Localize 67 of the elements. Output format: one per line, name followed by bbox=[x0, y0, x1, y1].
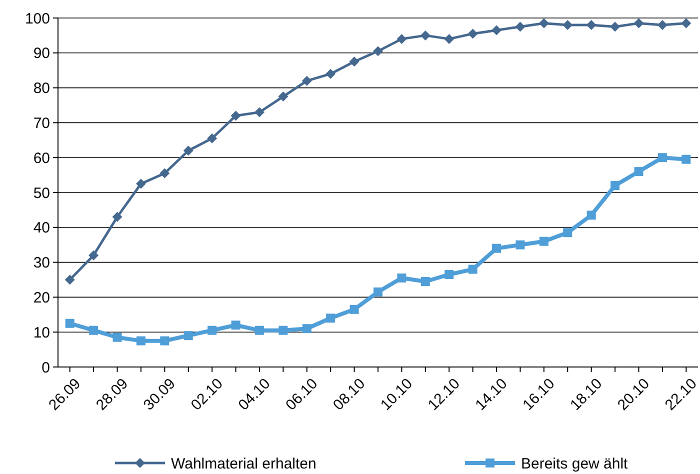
legend-label: Bereits gew ählt bbox=[521, 455, 629, 472]
point bbox=[278, 326, 288, 335]
point bbox=[539, 236, 548, 246]
point bbox=[444, 34, 454, 44]
y-tick-label: 30 bbox=[33, 254, 50, 272]
point bbox=[89, 326, 98, 335]
point bbox=[468, 264, 478, 274]
point bbox=[112, 332, 122, 342]
point bbox=[278, 92, 288, 102]
point bbox=[160, 336, 170, 346]
y-tick-label: 0 bbox=[42, 359, 50, 376]
point bbox=[302, 324, 312, 334]
point bbox=[207, 133, 218, 144]
y-tick-label: 90 bbox=[33, 45, 50, 62]
y-tick-label: 10 bbox=[33, 324, 50, 342]
point bbox=[397, 274, 406, 283]
point bbox=[515, 22, 526, 32]
point bbox=[349, 56, 360, 67]
point bbox=[563, 228, 572, 238]
point bbox=[208, 326, 217, 335]
point bbox=[326, 314, 336, 323]
y-tick-label: 50 bbox=[33, 184, 50, 202]
point bbox=[326, 68, 336, 79]
y-tick-label: 20 bbox=[33, 289, 50, 306]
point bbox=[634, 167, 644, 176]
point bbox=[65, 318, 74, 328]
point bbox=[492, 244, 502, 253]
point bbox=[88, 250, 99, 260]
point bbox=[538, 18, 549, 28]
y-tick-label: 40 bbox=[33, 220, 50, 237]
point bbox=[586, 210, 596, 220]
point bbox=[112, 212, 122, 222]
point bbox=[373, 46, 383, 56]
point bbox=[610, 181, 620, 190]
y-tick-label: 100 bbox=[24, 10, 50, 28]
point bbox=[586, 20, 596, 30]
point bbox=[634, 18, 644, 28]
point bbox=[231, 320, 240, 330]
point bbox=[658, 153, 667, 162]
point bbox=[492, 25, 502, 36]
point bbox=[374, 287, 382, 296]
point bbox=[682, 154, 691, 164]
point bbox=[183, 146, 194, 156]
point bbox=[254, 326, 264, 335]
point bbox=[468, 28, 478, 39]
point bbox=[136, 178, 146, 189]
point bbox=[64, 274, 75, 285]
point bbox=[681, 18, 692, 28]
point bbox=[160, 168, 170, 178]
point bbox=[254, 107, 264, 118]
point bbox=[230, 110, 241, 121]
y-tick-label: 80 bbox=[33, 80, 50, 98]
point bbox=[516, 240, 525, 250]
point bbox=[444, 270, 454, 280]
point bbox=[136, 336, 146, 346]
point bbox=[657, 20, 668, 30]
point bbox=[396, 34, 407, 44]
point bbox=[350, 304, 359, 314]
point bbox=[610, 22, 620, 32]
point bbox=[562, 20, 573, 30]
point bbox=[420, 30, 430, 40]
point bbox=[302, 76, 312, 86]
y-tick-label: 70 bbox=[33, 114, 50, 132]
point bbox=[184, 331, 193, 340]
legend-label: Wahlmaterial erhalten bbox=[171, 455, 316, 472]
point bbox=[420, 276, 430, 286]
y-tick-label: 60 bbox=[33, 150, 50, 167]
